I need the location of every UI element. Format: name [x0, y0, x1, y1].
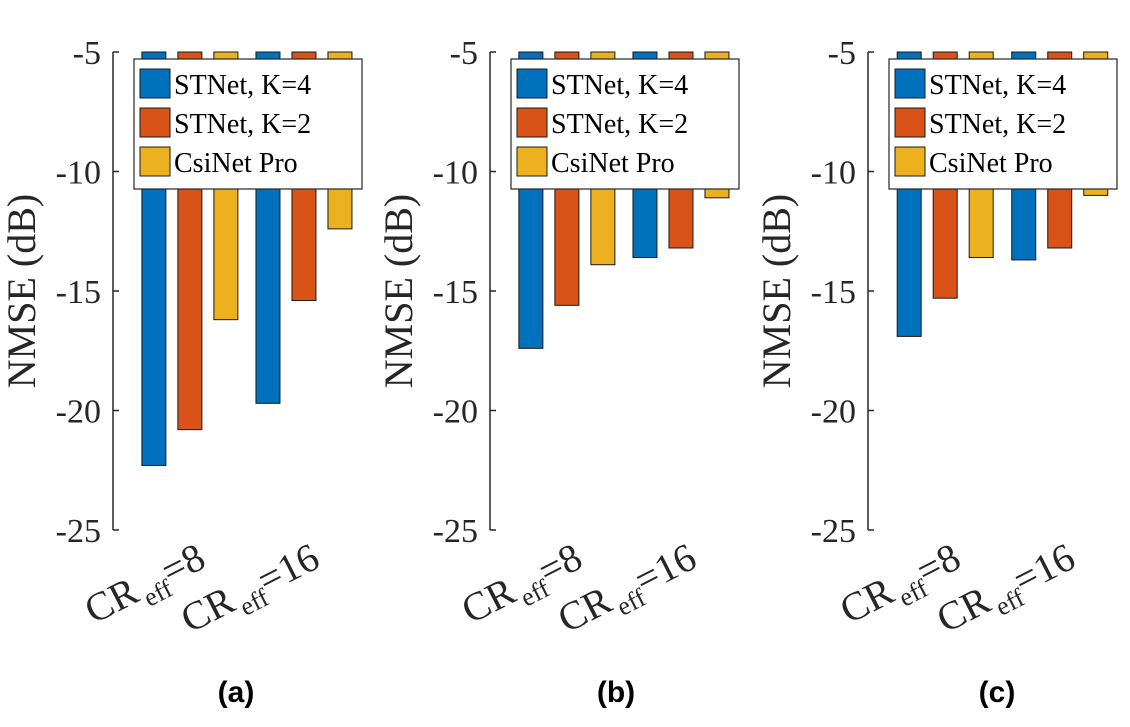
legend-box [888, 58, 1118, 190]
y-tick-label: -5 [73, 35, 101, 72]
legend-swatch [516, 68, 548, 99]
legend-swatch [139, 146, 171, 177]
panel-label: (b) [597, 676, 635, 709]
legend: STNet, K=4 STNet, K=2 CsiNet Pro [888, 58, 1118, 190]
legend-swatch [139, 68, 171, 99]
y-tick-label: -20 [56, 394, 101, 431]
legend-swatch [516, 146, 548, 177]
legend-swatch [139, 107, 171, 138]
y-tick-label: -20 [811, 394, 856, 431]
legend: STNet, K=4 STNet, K=2 CsiNet Pro [510, 58, 740, 190]
legend-label: STNet, K=4 [929, 70, 1066, 101]
y-tick-label: -25 [433, 513, 478, 550]
y-tick-label: -15 [56, 274, 101, 311]
legend-label: CsiNet Pro [174, 148, 298, 179]
panel-label: (a) [218, 676, 255, 709]
legend-box [133, 58, 363, 190]
legend-label: STNet, K=2 [551, 109, 688, 140]
y-axis-label: NMSE (dB) [376, 194, 421, 388]
y-tick-label: -15 [811, 274, 856, 311]
legend: STNet, K=4 STNet, K=2 CsiNet Pro [133, 58, 363, 190]
legend-label: STNet, K=4 [551, 70, 688, 101]
y-tick-label: -5 [450, 35, 478, 72]
legend-label: STNet, K=4 [174, 70, 311, 101]
y-tick-label: -10 [433, 155, 478, 192]
legend-swatch [894, 146, 926, 177]
y-tick-label: -10 [56, 155, 101, 192]
y-tick-label: -15 [433, 274, 478, 311]
y-axis-label: NMSE (dB) [0, 194, 44, 388]
y-tick-label: -25 [811, 513, 856, 550]
legend-swatch [516, 107, 548, 138]
legend-label: CsiNet Pro [551, 148, 675, 179]
y-tick-label: -10 [811, 155, 856, 192]
legend-box [510, 58, 740, 190]
y-tick-label: -5 [828, 35, 856, 72]
panel-label: (c) [979, 676, 1016, 709]
legend-label: STNet, K=2 [174, 109, 311, 140]
y-tick-label: -20 [433, 394, 478, 431]
legend-swatch [894, 68, 926, 99]
y-tick-label: -25 [56, 513, 101, 550]
legend-swatch [894, 107, 926, 138]
legend-label: STNet, K=2 [929, 109, 1066, 140]
legend-label: CsiNet Pro [929, 148, 1053, 179]
y-axis-label: NMSE (dB) [754, 194, 799, 388]
